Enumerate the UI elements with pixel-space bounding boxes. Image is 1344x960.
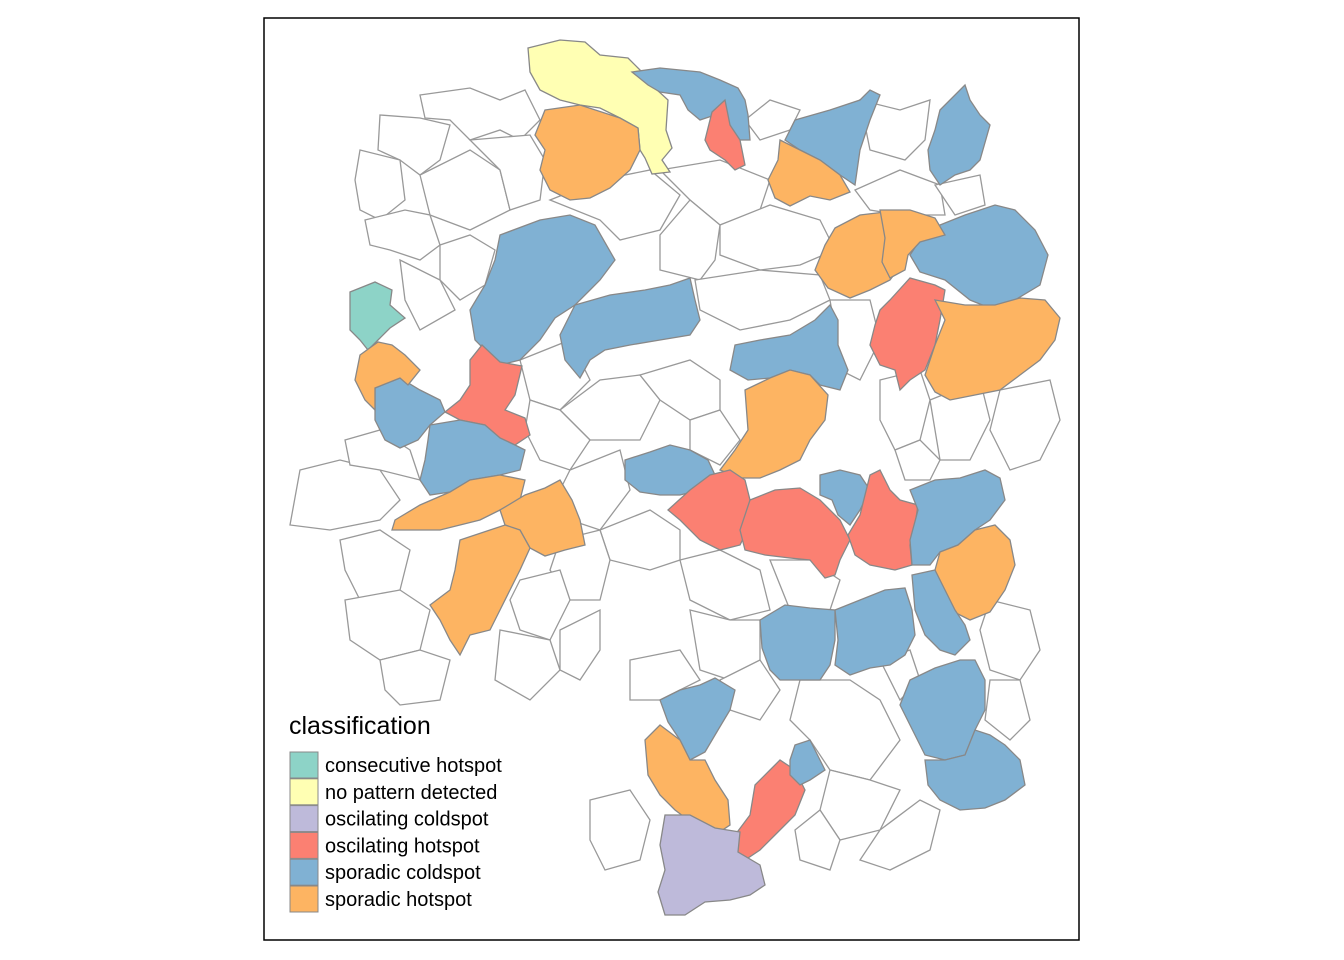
- region-sporadic-hotspot: [718, 369, 829, 479]
- region: [933, 174, 986, 216]
- region-sporadic-coldspot: [819, 469, 871, 526]
- region-sporadic-coldspot: [911, 569, 971, 656]
- region: [859, 99, 931, 161]
- region-sporadic-hotspot: [429, 524, 531, 657]
- region-oscilating-coldspot: [657, 814, 766, 916]
- legend-swatch-sporadic-hotspot: [289, 885, 319, 913]
- region: [719, 204, 836, 271]
- legend-label-no-pattern: no pattern detected: [325, 782, 497, 804]
- legend-label-oscilating-hotspot: oscilating hotspot: [325, 835, 480, 857]
- legend-swatch-sporadic-coldspot: [289, 858, 319, 886]
- region-oscilating-hotspot: [739, 487, 851, 579]
- region: [379, 649, 451, 706]
- region-oscilating-hotspot: [869, 277, 946, 392]
- region: [289, 459, 401, 531]
- region: [494, 629, 561, 701]
- region-consecutive-hotspot: [349, 281, 407, 351]
- legend-swatch-consecutive-hotspot: [289, 751, 319, 779]
- region-sporadic-coldspot: [729, 303, 849, 391]
- legend-label-oscilating-coldspot: oscilating coldspot: [325, 809, 489, 831]
- legend-label-sporadic-hotspot: sporadic hotspot: [325, 889, 472, 911]
- region: [858, 799, 941, 871]
- region-oscilating-hotspot: [704, 98, 746, 171]
- region: [364, 209, 441, 261]
- region-sporadic-coldspot: [924, 729, 1026, 811]
- region: [377, 114, 451, 176]
- region: [589, 789, 651, 871]
- legend-label-sporadic-coldspot: sporadic coldspot: [325, 862, 481, 884]
- legend-swatch-oscilating-hotspot: [289, 831, 319, 859]
- legend-title: classification: [289, 712, 431, 740]
- region-sporadic-coldspot: [834, 587, 916, 676]
- region-sporadic-hotspot: [644, 724, 731, 836]
- region-sporadic-coldspot: [559, 277, 701, 380]
- region: [794, 809, 841, 871]
- region-sporadic-coldspot: [927, 83, 991, 186]
- region: [853, 169, 946, 216]
- region-sporadic-hotspot: [879, 209, 946, 279]
- region-sporadic-hotspot: [354, 341, 421, 412]
- region: [694, 269, 831, 331]
- region: [468, 134, 546, 211]
- region: [689, 409, 741, 466]
- map-legend: classification consecutive hotspot no pat…: [289, 712, 502, 913]
- region-sporadic-coldspot: [469, 214, 616, 366]
- region-sporadic-coldspot: [789, 739, 826, 786]
- unclassified-regions: [289, 87, 1061, 871]
- region: [559, 608, 601, 681]
- legend-swatch-oscilating-coldspot: [289, 805, 319, 833]
- region: [894, 439, 941, 481]
- region-sporadic-coldspot: [659, 677, 736, 761]
- region: [989, 379, 1061, 471]
- region-sporadic-hotspot: [534, 104, 641, 201]
- region: [399, 258, 456, 331]
- region-sporadic-hotspot: [767, 138, 851, 207]
- region: [984, 679, 1031, 741]
- region-sporadic-hotspot: [924, 297, 1061, 401]
- legend-label-consecutive-hotspot: consecutive hotspot: [325, 755, 502, 777]
- classified-regions: [349, 39, 1061, 916]
- region-sporadic-coldspot: [759, 604, 836, 681]
- legend-swatch-no-pattern: [289, 778, 319, 806]
